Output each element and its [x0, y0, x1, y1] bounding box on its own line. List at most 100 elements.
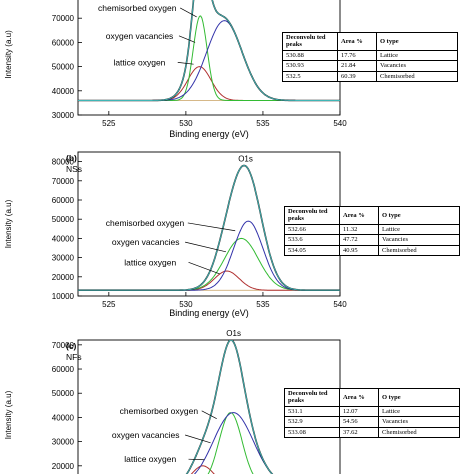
panel-c-y-tick-label: 60000 [52, 365, 75, 374]
table-b-cell: Chemisorbed [378, 244, 460, 257]
panel-c-annotation-text: oxygen vacancies [112, 430, 180, 440]
panel-c-fit-chemisorbed-oxygen [193, 412, 273, 474]
table-a-header-area: Area % [337, 32, 377, 51]
table-c-cell: 532.9 [284, 416, 340, 428]
panel-a-envelope-fit [78, 0, 340, 101]
panel-a-annotation-arrow [179, 7, 197, 18]
table-b-cell: 533.6 [284, 234, 340, 246]
table-a-cell: Lattice [376, 49, 458, 62]
panel-c-y-tick-label: 30000 [52, 438, 75, 447]
panel-c-annotation-arrow [185, 434, 211, 444]
panel-c-sample-label: NFs [66, 352, 82, 362]
panel-a-y-tick-label: 40000 [52, 87, 75, 96]
panel-b-y-tick-label: 20000 [52, 273, 75, 282]
panel-c-annotation-text: chemisorbed oxygen [120, 406, 199, 416]
panel-b-sample-label: NSs [66, 164, 82, 174]
table-c-header-otype: O type [378, 388, 460, 407]
table-c-cell: Lattice [378, 405, 460, 418]
table-a-cell: 17.76 [337, 49, 377, 62]
panel-b-y-tick-label: 50000 [52, 215, 75, 224]
table-b-cell: 534.05 [284, 244, 340, 257]
panel-a-x-tick-label: 535 [256, 119, 270, 128]
panel-c-fit-lattice-oxygen [190, 465, 215, 474]
table-a-cell: 530.93 [282, 60, 338, 72]
table-a-cell: 60.39 [337, 70, 377, 83]
panel-a-annotation-text: lattice oxygen [113, 57, 165, 67]
panel-c-y-axis-label: Intensity (a.u) [4, 390, 13, 439]
panel-b-envelope-fit [78, 165, 340, 291]
panel-c-y-tick-label: 50000 [52, 389, 75, 398]
panel-b-panel-label: (b) [66, 153, 77, 163]
panel-b-x-tick-label: 530 [179, 300, 193, 309]
table-a-cell: 21.84 [337, 60, 377, 72]
panel-b-y-tick-label: 10000 [52, 292, 75, 301]
panel-c-annotation-arrow [201, 410, 217, 419]
panel-b-annotation-arrow [187, 222, 236, 232]
panel-a-x-tick-label: 530 [179, 119, 193, 128]
table-c-cell: 531.1 [284, 405, 340, 418]
table-b-header-otype: O type [378, 206, 460, 225]
table-panel-a: Deconvolu ted peaks Area % O type 530.88… [282, 32, 458, 83]
panel-b-x-axis-label: Binding energy (eV) [169, 308, 249, 318]
panel-c-annotation-arrow [188, 458, 205, 461]
table-c-cell: 37.62 [339, 426, 379, 439]
panel-c-annotation-text: lattice oxygen [124, 454, 176, 464]
panel-b-x-tick-label: 525 [102, 300, 116, 309]
panel-b-annotation-arrow [185, 241, 227, 253]
panel-a-y-tick-label: 30000 [52, 111, 75, 120]
table-a-header-otype: O type [376, 32, 458, 51]
panel-a-y-axis-label: Intensity (a.u) [4, 30, 13, 79]
panel-b-annotation-text: lattice oxygen [124, 257, 176, 267]
table-a-cell: Chemisorbed [376, 70, 458, 83]
panel-b-annotation-text: oxygen vacancies [112, 237, 180, 247]
panel-a-x-tick-label: 525 [102, 119, 116, 128]
panel-a-annotation-text: chemisorbed oxygen [98, 3, 177, 13]
table-c-header-peaks: Deconvolu ted peaks [284, 388, 340, 407]
table-c-cell: 533.08 [284, 426, 340, 439]
panel-a-y-tick-label: 50000 [52, 63, 75, 72]
table-c-cell: 12.07 [339, 405, 379, 418]
table-b-cell: 47.72 [339, 234, 379, 246]
panel-c-panel-label: (c) [66, 341, 77, 351]
table-a-header-peaks: Deconvolu ted peaks [282, 32, 338, 51]
table-c-cell: 54.56 [339, 416, 379, 428]
table-b-cell: Vacancies [378, 234, 460, 246]
panel-b-y-tick-label: 70000 [52, 177, 75, 186]
table-a-cell: 530.88 [282, 49, 338, 62]
table-panel-b: Deconvolu ted peaks Area % O type 532.66… [284, 206, 460, 257]
panel-c-y-tick-label: 20000 [52, 462, 75, 471]
panel-b-y-tick-label: 40000 [52, 234, 75, 243]
panel-b-y-tick-label: 80000 [52, 158, 75, 167]
panel-b-annotation-arrow [188, 261, 220, 275]
table-c-cell: Chemisorbed [378, 426, 460, 439]
table-b-cell: 40.95 [339, 244, 379, 257]
panel-b-x-tick-label: 535 [256, 300, 270, 309]
panel-b-y-tick-label: 30000 [52, 254, 75, 263]
panel-c-y-tick-label: 70000 [52, 341, 75, 350]
panel-a-x-tick-label: 540 [333, 119, 347, 128]
panel-a-y-tick-label: 60000 [52, 38, 75, 47]
table-b-cell: 532.66 [284, 223, 340, 236]
panel-a-y-tick-label: 70000 [52, 14, 75, 23]
panel-b-annotation-text: chemisorbed oxygen [106, 218, 185, 228]
table-a-cell: 532.5 [282, 70, 338, 83]
table-b-header-area: Area % [339, 206, 379, 225]
panel-a-annotation-arrow [177, 62, 194, 65]
panel-c-envelope-fit [186, 340, 273, 474]
panel-b-y-axis-label: Intensity (a.u) [4, 199, 13, 248]
panel-b-peak-label: O1s [238, 155, 253, 164]
table-b-cell: Lattice [378, 223, 460, 236]
table-a-cell: Vacancies [376, 60, 458, 72]
table-b-header-peaks: Deconvolu ted peaks [284, 206, 340, 225]
panel-a-annotation-arrow [178, 35, 196, 43]
table-c-header-area: Area % [339, 388, 379, 407]
panel-b-y-tick-label: 60000 [52, 196, 75, 205]
panel-a-x-axis-label: Binding energy (eV) [169, 129, 249, 139]
panel-c-peak-label: O1s [226, 329, 241, 338]
panel-b-x-tick-label: 540 [333, 300, 347, 309]
panel-c-fit-oxygen-vacancies [207, 412, 254, 474]
panel-a-annotation-text: oxygen vacancies [106, 31, 174, 41]
table-c-cell: Vacancies [378, 416, 460, 428]
table-b-cell: 11.32 [339, 223, 379, 236]
